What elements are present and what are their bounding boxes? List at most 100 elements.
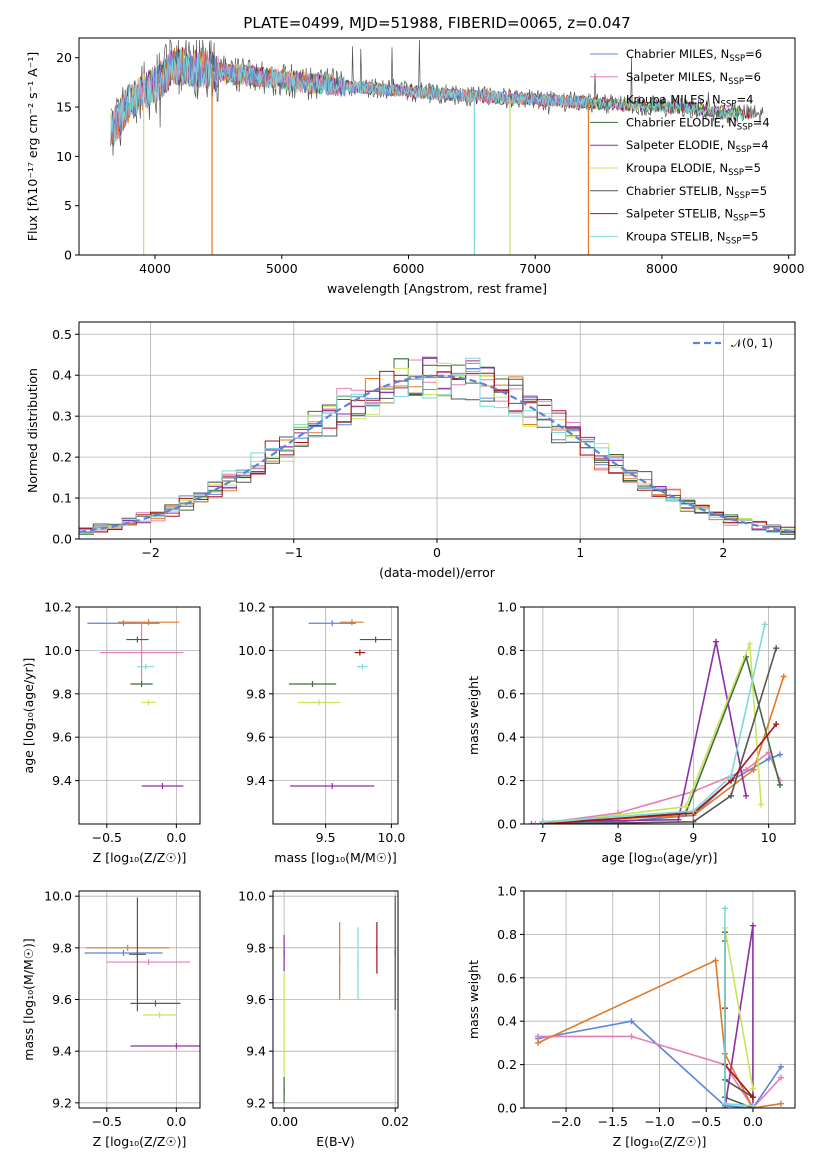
legend-entry: Chabrier ELODIE, NSSP=4: [626, 115, 770, 132]
residuals-ytick-label: 0.5: [52, 327, 72, 342]
massweight_vs_Z-ytick-label: 0.8: [497, 927, 517, 942]
massweight_vs_age-xtick-label: 7: [539, 830, 547, 845]
massweight_vs_Z-xtick-label: −0.5: [691, 1114, 721, 1129]
massweight_vs_age-marker: [746, 640, 753, 647]
massweight_vs_age-series-kroupa-elodie: [542, 643, 762, 824]
mass_vs_Z-ytick-label: 9.2: [52, 1095, 72, 1110]
age_vs_Z-xtick-label: 0.0: [166, 830, 186, 845]
massweight_vs_age-marker: [743, 792, 750, 799]
massweight_vs_age-marker: [773, 721, 780, 728]
massweight_vs_age-ytick-label: 1.0: [497, 600, 517, 615]
massweight_vs_Z-marker: [777, 1063, 784, 1070]
mass_vs_Z-ylabel: mass [log₁₀(M/M☉)]: [21, 938, 36, 1060]
massweight_vs_Z-marker: [749, 1094, 756, 1101]
spectrum-axes: 4000 5000 6000 7000 8000 9000 0 5 10 15 20 waveleng…: [25, 37, 805, 296]
age_vs_mass-ytick-label: 10.2: [238, 600, 266, 615]
spectrum-xtick-label: 4000: [139, 261, 171, 276]
spectrum-series-kroupa-stelib: [110, 48, 745, 145]
legend-entry: Chabrier STELIB, NSSP=5: [626, 184, 767, 201]
age_vs_Z-ytick-label: 9.8: [52, 686, 72, 701]
age_vs_mass-point: [357, 663, 368, 670]
age_vs_mass-point: [290, 783, 375, 790]
residuals-xtick-label: 1: [576, 545, 584, 560]
massweight_vs_age-marker: [528, 821, 535, 824]
legend-entry: Kroupa MILES, NSSP=4: [626, 93, 753, 110]
massweight_vs_age-marker: [532, 821, 539, 824]
massweight_vs_age-marker: [776, 781, 783, 788]
spectrum-legend: Chabrier MILES, NSSP=6 Salpeter MILES, NS…: [590, 47, 770, 246]
mass_vs_EBV-panel: 0.00 0.02 9.2 9.4 9.6 9.8 10.0 E(B-V): [238, 889, 409, 1149]
massweight_vs_age-xlabel: age [log₁₀(age/yr)]: [602, 850, 718, 865]
age_vs_Z-point: [141, 783, 184, 790]
residuals-legend: 𝒩(0, 1): [693, 336, 773, 350]
massweight_vs_age-marker: [743, 766, 750, 773]
age_vs_mass-ytick-label: 9.4: [246, 773, 266, 788]
age_vs_Z-point: [87, 620, 160, 627]
age_vs_Z-xlabel: Z [log₁₀(Z/Z☉)]: [93, 850, 187, 865]
mass_vs_Z-ytick-label: 9.8: [52, 940, 72, 955]
massweight_vs_age-panel: 7 8 9 10 0.0 0.2 0.4 0.6 0.8 1.0 age [log₁₀(age/yr…: [466, 600, 796, 865]
residuals-panel: −2 −1 0 1 2 0.0 0.1 0.2 0.3 0.4 0.5 (data-model)/er…: [25, 321, 796, 580]
massweight_vs_Z-axes: −2.0 −1.5 −1.0 −0.5 0.0 0.0 0.2 0.4 0.6 0.8 1.0 Z […: [466, 884, 796, 1149]
age_vs_Z-ytick-label: 9.4: [52, 773, 72, 788]
massweight_vs_age-series-kroupa-stelib: [542, 624, 766, 823]
age_vs_mass-xtick-label: 10.0: [377, 830, 405, 845]
age_vs_mass-panel: 9.5 10.0 9.4 9.6 9.8 10.0 10.2 mass [log₁₀(M/M☉…: [238, 600, 405, 866]
mass_vs_Z-point: [129, 897, 146, 1012]
mass_vs_Z-ytick-label: 9.4: [52, 1044, 72, 1059]
mass_vs_Z-plot-area: [84, 897, 200, 1049]
massweight_vs_Z-marker: [628, 1033, 635, 1040]
massweight_vs_Z-marker: [535, 1033, 542, 1040]
age_vs_mass-ytick-label: 10.0: [238, 643, 266, 658]
massweight_vs_age-marker: [761, 621, 768, 628]
age_vs_mass-point: [354, 649, 366, 656]
residuals-ytick-label: 0.4: [52, 368, 72, 383]
massweight_vs_age-marker: [690, 807, 697, 814]
spectrum-ytick-label: 10: [56, 149, 72, 164]
massweight_vs_Z-series-kroupa-elodie: [724, 927, 754, 1089]
normal-reference-curve: [79, 374, 795, 533]
massweight_vs_Z-ylabel: mass weight: [466, 960, 481, 1039]
massweight_vs_Z-xtick-label: −1.5: [598, 1114, 628, 1129]
massweight_vs_age-axes: 7 8 9 10 0.0 0.2 0.4 0.6 0.8 1.0 age [log₁₀(age/yr…: [466, 600, 796, 865]
mass_vs_EBV-xtick-label: 0.00: [270, 1114, 298, 1129]
massweight_vs_age-marker: [712, 638, 719, 645]
mass_vs_Z-point: [85, 944, 170, 951]
mass_vs_Z-point: [84, 950, 163, 956]
massweight_vs_Z-marker: [749, 922, 756, 929]
massweight_vs_Z-ytick-label: 0.2: [497, 1057, 517, 1072]
massweight_vs_age-series-salpeter-miles: [535, 751, 781, 824]
massweight_vs_Z-marker: [777, 1100, 784, 1107]
spectrum-ytick-label: 0: [64, 248, 72, 263]
massweight_vs_Z-xtick-label: −1.0: [644, 1114, 674, 1129]
massweight_vs_age-series-chabrier-elodie: [542, 654, 781, 824]
massweight_vs_age-ytick-label: 0.4: [497, 730, 517, 745]
age_vs_mass-plot-area: [288, 619, 392, 790]
legend-entry: Kroupa ELODIE, NSSP=5: [626, 161, 761, 178]
mass_vs_Z-point: [106, 959, 191, 966]
residuals-ytick-label: 0.3: [52, 409, 72, 424]
massweight_vs_age-marker: [780, 673, 787, 680]
spectrum-xtick-label: 5000: [266, 261, 298, 276]
mass_vs_EBV-ytick-label: 9.6: [246, 992, 266, 1007]
residuals-axes: −2 −1 0 1 2 0.0 0.1 0.2 0.3 0.4 0.5 (data-model)/er…: [25, 321, 796, 580]
spectrum-frame: [78, 37, 796, 256]
age_vs_mass-point: [359, 636, 392, 643]
legend-entry: Salpeter STELIB, NSSP=5: [626, 207, 766, 224]
massweight_vs_age-marker: [758, 801, 765, 808]
massweight_vs_Z-ytick-label: 1.0: [497, 884, 517, 899]
age_vs_mass-axes: 9.5 10.0 9.4 9.6 9.8 10.0 10.2 mass [log₁₀(M/M☉…: [238, 600, 405, 866]
massweight_vs_age-xtick-label: 8: [614, 830, 622, 845]
massweight_vs_Z-ytick-label: 0.6: [497, 970, 517, 985]
age_vs_Z-axes: −0.5 0.0 9.4 9.6 9.8 10.0 10.2 Z [log₁₀(Z/Z☉)] a…: [21, 600, 201, 865]
age_vs_Z-ytick-label: 10.0: [44, 643, 72, 658]
age_vs_mass-xtick-label: 9.5: [316, 830, 336, 845]
panels: 4000 5000 6000 7000 8000 900005101520waveleng…: [21, 37, 805, 1149]
age_vs_Z-point: [99, 622, 184, 683]
age_vs_Z-panel: −0.5 0.0 9.4 9.6 9.8 10.0 10.2 Z [log₁₀(Z/Z☉)] a…: [21, 600, 201, 865]
mass_vs_Z-xtick-label: −0.5: [92, 1114, 122, 1129]
age_vs_Z-plot-area: [87, 619, 184, 790]
massweight_vs_Z-panel: −2.0 −1.5 −1.0 −0.5 0.0 0.0 0.2 0.4 0.6 0.8 1.0 Z […: [466, 884, 796, 1149]
age_vs_mass-point: [308, 620, 356, 627]
age_vs_mass-xlabel: mass [log₁₀(M/M☉)]: [274, 850, 396, 865]
